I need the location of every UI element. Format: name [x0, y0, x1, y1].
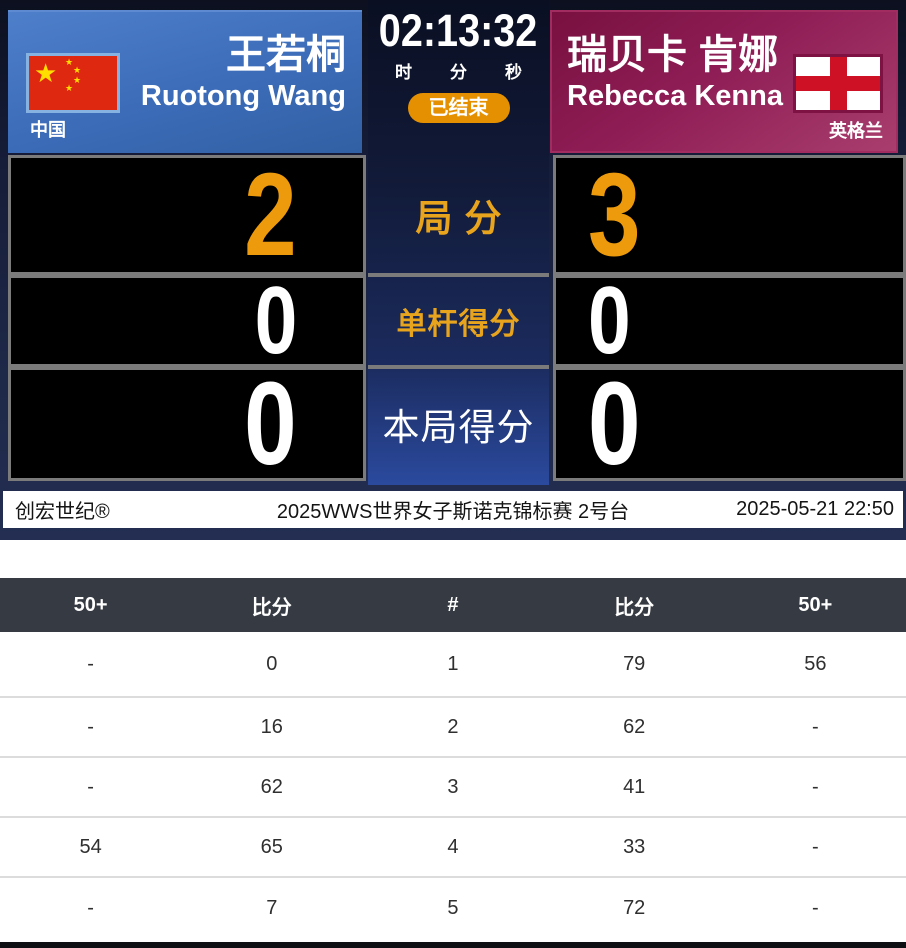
match-timer: 02:13:32 时 分 秒 已结束 [368, 0, 549, 155]
timer-unit-labels: 时 分 秒 [368, 58, 549, 83]
cell: 65 [260, 835, 283, 858]
col-score-left: 比分 [251, 596, 292, 619]
divider [368, 273, 549, 277]
cell: - [812, 896, 819, 919]
cell: - [87, 652, 94, 675]
table-row: - 62 3 41 - [0, 758, 906, 818]
minute-label: 分 [450, 62, 467, 82]
cell: 41 [623, 775, 646, 798]
cell: - [87, 775, 94, 798]
bottom-section-edge [0, 942, 906, 948]
cell: 3 [447, 775, 459, 798]
frames-label: 局分 [415, 198, 514, 239]
frames-table: 50+ 比分 # 比分 50+ - 0 1 79 56 - 16 2 62 - … [0, 578, 906, 948]
col-50plus-right: 50+ [798, 593, 833, 616]
cell: 1 [447, 652, 459, 675]
col-50plus-left: 50+ [73, 593, 108, 616]
current-frame-label: 本局得分 [382, 407, 535, 448]
player-name-cn-left: 王若桐 [226, 33, 346, 77]
cell: 0 [266, 652, 278, 675]
status-badge: 已结束 [407, 92, 510, 123]
player-name-en-left: Ruotong Wang [140, 80, 346, 112]
datetime-label: 2025-05-21 22:50 [736, 498, 894, 520]
cell: 4 [447, 835, 459, 858]
scoreboard: 02:13:32 时 分 秒 已结束 局分 单杆得分 本局得分 ★ ★ ★ ★ … [0, 0, 906, 540]
cell: - [87, 896, 94, 919]
current-score-right: 0 [553, 365, 906, 483]
cell: 62 [623, 715, 646, 738]
player-names-right: 瑞贝卡 肯娜 Rebecca Kenna [567, 30, 783, 113]
player-panel-left: ★ ★ ★ ★ ★ 中国 王若桐 Ruotong Wang [8, 10, 362, 153]
table-row: - 0 1 79 56 [0, 632, 906, 698]
info-bar: 创宏世纪® 2025WWS世界女子斯诺克锦标赛 2号台 2025-05-21 2… [3, 491, 903, 528]
player-name-cn-right: 瑞贝卡 肯娜 [567, 33, 779, 77]
frames-table-header: 50+ 比分 # 比分 50+ [0, 578, 906, 632]
cell: 33 [623, 835, 646, 858]
cell: 7 [266, 896, 278, 919]
break-label: 单杆得分 [396, 308, 521, 341]
china-flag-icon: ★ ★ ★ ★ ★ [26, 53, 120, 113]
cell: - [87, 715, 94, 738]
col-frame-number: # [447, 593, 459, 616]
cell: 62 [260, 775, 283, 798]
second-label: 秒 [505, 62, 522, 82]
cell: 54 [79, 835, 102, 858]
cell: 16 [260, 715, 283, 738]
cell: 79 [623, 652, 646, 675]
england-flag-icon [793, 54, 883, 113]
country-label-left: 中国 [30, 120, 66, 140]
brand-label: 创宏世纪® [15, 501, 110, 523]
divider [368, 365, 549, 369]
frames-score-right: 3 [553, 155, 906, 275]
table-row: 54 65 4 33 - [0, 818, 906, 878]
country-label-right: 英格兰 [829, 121, 883, 141]
table-row: - 7 5 72 - [0, 878, 906, 938]
cell: - [812, 775, 819, 798]
cell: 5 [447, 896, 459, 919]
cell: 72 [623, 896, 646, 919]
col-score-right: 比分 [614, 596, 655, 619]
frames-score-left: 2 [8, 155, 366, 275]
center-column: 02:13:32 时 分 秒 已结束 局分 单杆得分 本局得分 [368, 0, 549, 485]
cell: - [812, 835, 819, 858]
player-panel-right: 瑞贝卡 肯娜 Rebecca Kenna 英格兰 [550, 10, 898, 153]
cell: 56 [804, 652, 827, 675]
break-score-left: 0 [8, 273, 366, 369]
player-name-en-right: Rebecca Kenna [567, 80, 783, 112]
break-score-right: 0 [553, 273, 906, 369]
hour-label: 时 [395, 62, 412, 82]
player-names-left: 王若桐 Ruotong Wang [141, 30, 346, 113]
timer-value: 02:13:32 [379, 5, 538, 56]
cell: - [812, 715, 819, 738]
event-title: 2025WWS世界女子斯诺克锦标赛 2号台 [276, 501, 630, 523]
table-row: - 16 2 62 - [0, 698, 906, 758]
cell: 2 [447, 715, 459, 738]
current-score-left: 0 [8, 365, 366, 483]
